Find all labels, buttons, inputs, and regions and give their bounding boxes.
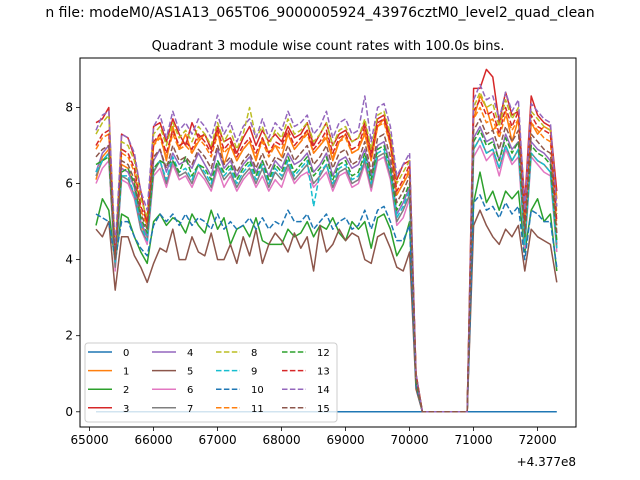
legend-label: 6 (187, 385, 193, 396)
series-line-15 (95, 118, 558, 413)
series-line-6 (95, 144, 558, 413)
plot-area (95, 68, 558, 413)
y-tick-label: 6 (65, 177, 73, 191)
legend-label: 3 (123, 404, 129, 415)
legend-entry-5: 5 (152, 367, 193, 378)
legend-label: 8 (251, 348, 257, 359)
x-tick-label: 69000 (327, 433, 365, 447)
legend-entry-0: 0 (88, 348, 129, 359)
x-tick-label: 71000 (455, 433, 493, 447)
legend-entry-15: 15 (282, 404, 330, 415)
legend-entry-14: 14 (282, 385, 330, 396)
figure-suptitle: n file: modeM0/AS1A13_065T06_9000005924_… (45, 5, 594, 21)
x-axis: 65000 66000 67000 68000 69000 70000 71000 72000 (71, 427, 557, 447)
legend-label: 11 (251, 404, 264, 415)
x-tick-label: 72000 (519, 433, 557, 447)
legend-entry-12: 12 (282, 348, 330, 359)
series-line-10 (95, 194, 558, 413)
legend-label: 2 (123, 385, 129, 396)
legend-label: 14 (317, 385, 330, 396)
series-line-11 (95, 106, 558, 413)
legend-entry-1: 1 (88, 367, 129, 378)
legend-entry-11: 11 (216, 404, 264, 415)
series-line-14 (95, 83, 558, 413)
legend-label: 5 (187, 367, 193, 378)
series-line-9 (95, 137, 558, 413)
x-tick-label: 65000 (71, 433, 109, 447)
legend-label: 15 (317, 404, 330, 415)
legend-label: 9 (251, 367, 257, 378)
legend-box (84, 342, 338, 423)
y-axis: 0 2 4 6 8 (65, 100, 80, 419)
series-line-1 (95, 95, 558, 413)
axes-frame (79, 57, 577, 428)
legend-label: 13 (317, 367, 330, 378)
chart-title: Quadrant 3 module wise count rates with … (152, 39, 505, 54)
x-offset-label: +4.377e8 (517, 455, 576, 469)
legend-entry-7: 7 (152, 404, 193, 415)
series-line-8 (95, 91, 558, 413)
legend-label: 4 (187, 348, 193, 359)
series-line-2 (95, 171, 558, 413)
legend-entry-10: 10 (216, 385, 264, 396)
legend-entry-3: 3 (88, 404, 129, 415)
legend-entry-8: 8 (216, 348, 257, 359)
series-line-13 (95, 99, 558, 413)
legend-entry-6: 6 (152, 385, 193, 396)
x-tick-label: 67000 (199, 433, 237, 447)
legend-entry-2: 2 (88, 385, 129, 396)
y-tick-label: 8 (65, 100, 73, 114)
y-tick-label: 4 (65, 253, 73, 267)
legend-label: 10 (251, 385, 264, 396)
legend-entry-4: 4 (152, 348, 193, 359)
legend-entry-13: 13 (282, 367, 330, 378)
legend-label: 7 (187, 404, 193, 415)
legend-entry-9: 9 (216, 367, 257, 378)
y-tick-label: 0 (65, 405, 73, 419)
legend-label: 12 (317, 348, 330, 359)
legend-label: 1 (123, 367, 129, 378)
series-line-12 (95, 129, 558, 413)
series-line-4 (95, 125, 558, 413)
x-tick-label: 66000 (135, 433, 173, 447)
series-line-5 (95, 209, 558, 413)
x-tick-label: 68000 (263, 433, 301, 447)
y-tick-label: 2 (65, 329, 73, 343)
legend-label: 0 (123, 348, 129, 359)
x-tick-label: 70000 (391, 433, 429, 447)
